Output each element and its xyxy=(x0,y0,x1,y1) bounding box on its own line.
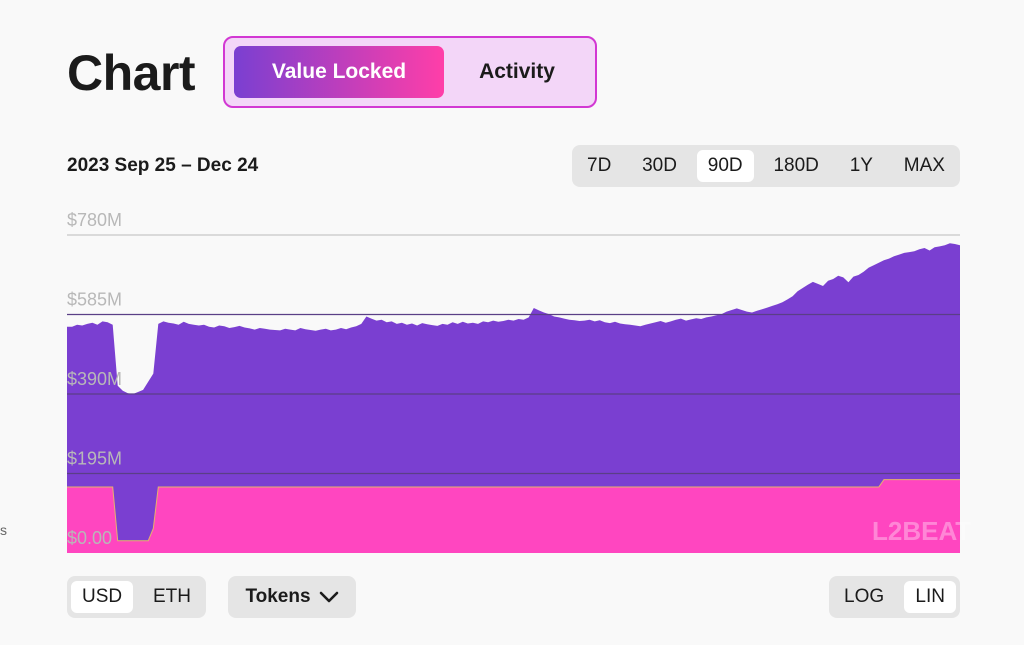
chevron-down-icon xyxy=(319,591,338,603)
lin-scale-button[interactable]: LIN xyxy=(904,581,956,613)
y-tick-label: $390M xyxy=(67,369,122,389)
activity-tab[interactable]: Activity xyxy=(479,60,555,83)
eth-button[interactable]: ETH xyxy=(153,586,191,607)
tokens-label: Tokens xyxy=(245,586,311,607)
timeframe-1y-button[interactable]: 1Y xyxy=(849,155,873,176)
timeframe-180d-button[interactable]: 180D xyxy=(773,155,819,176)
usd-button[interactable]: USD xyxy=(71,581,134,613)
page-title: Chart xyxy=(67,45,196,101)
log-scale-button[interactable]: LOG xyxy=(844,586,885,607)
date-range-label: 2023 Sep 25 – Dec 24 xyxy=(67,155,259,176)
timeframe-7d-button[interactable]: 7D xyxy=(587,155,612,176)
timeframe-30d-button[interactable]: 30D xyxy=(642,155,677,176)
value-locked-tab[interactable]: Value Locked xyxy=(234,46,444,98)
scale-toggle: LOG LIN xyxy=(829,576,960,618)
y-tick-label: $780M xyxy=(67,210,122,230)
series-line-pink xyxy=(67,479,960,542)
timeframe-selector: 7D 30D 90D 180D 1Y MAX xyxy=(572,145,960,187)
y-tick-label: $585M xyxy=(67,290,122,310)
timeframe-max-button[interactable]: MAX xyxy=(903,155,945,176)
timeframe-90d-button[interactable]: 90D xyxy=(696,150,754,182)
y-tick-label: $195M xyxy=(67,449,122,469)
y-tick-label: $0.00 xyxy=(67,528,112,548)
series-area-pink xyxy=(67,479,960,553)
tokens-dropdown[interactable]: Tokens xyxy=(228,576,356,618)
l2beat-watermark: L2BEAT xyxy=(872,516,971,546)
currency-toggle: USD ETH xyxy=(67,576,206,618)
metric-toggle: Value Locked Activity xyxy=(223,36,597,108)
edge-glyph: s xyxy=(0,522,7,538)
series-area-total xyxy=(67,243,960,553)
